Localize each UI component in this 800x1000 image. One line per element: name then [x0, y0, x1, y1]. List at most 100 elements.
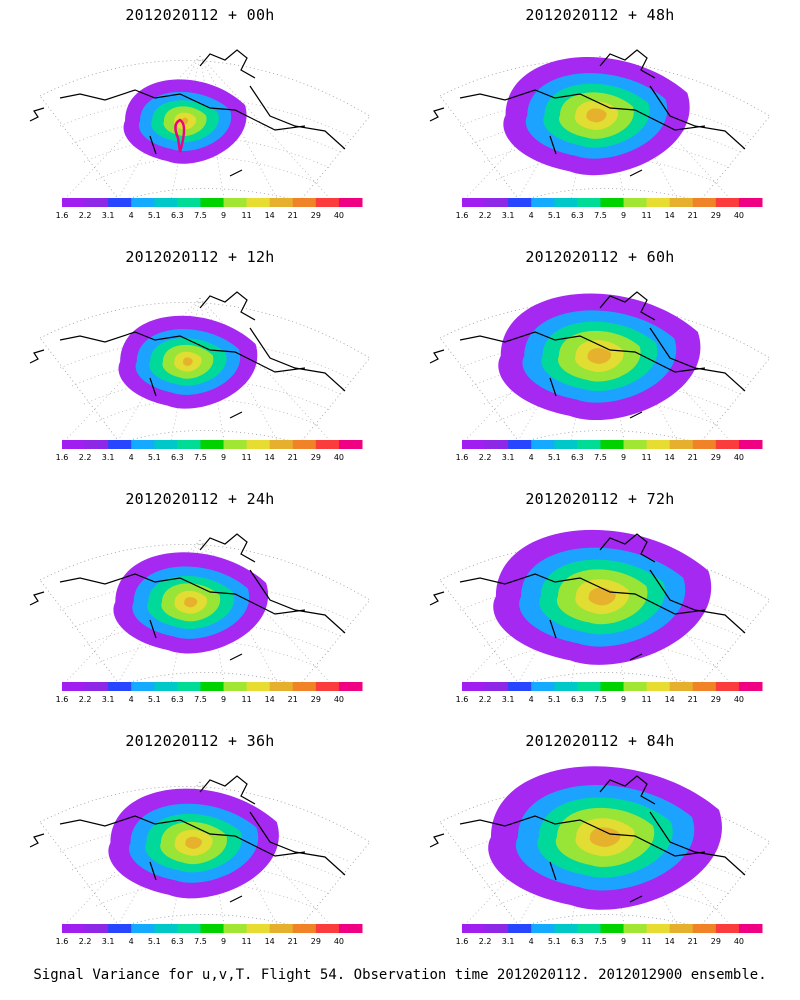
- colorbar-swatch: [600, 440, 625, 449]
- variance-map: [429, 766, 771, 931]
- variance-contour-fill: [184, 597, 198, 608]
- colorbar-swatch: [692, 440, 717, 449]
- colorbar-tick-label: 5.1: [147, 695, 161, 704]
- colorbar-swatch: [223, 682, 248, 691]
- colorbar-tick-label: 9: [620, 211, 627, 220]
- colorbar-tick-label: 1.6: [455, 453, 469, 462]
- colorbar-tick-label: 4: [528, 211, 534, 220]
- colorbar-tick-label: 29: [310, 695, 321, 704]
- colorbar-swatch: [62, 924, 86, 933]
- colorbar-swatch: [646, 682, 671, 691]
- colorbar-swatch: [485, 440, 509, 449]
- colorbar-tick-label: 5.1: [547, 937, 561, 946]
- colorbar-swatch: [577, 440, 601, 449]
- colorbar-swatch: [269, 440, 294, 449]
- colorbar-swatch: [554, 924, 578, 933]
- colorbar-tick-label: 14: [264, 937, 275, 946]
- colorbar-swatch: [669, 440, 694, 449]
- colorbar-swatch: [292, 440, 317, 449]
- graticule-line: [199, 55, 336, 205]
- colorbar-tick-label: 6.3: [571, 937, 584, 946]
- colorbar-tick-label: 6.3: [571, 453, 584, 462]
- colorbar-tick-label: 7.5: [594, 695, 607, 704]
- colorbar-swatch: [269, 198, 294, 207]
- colorbar-tick-label: 6.3: [171, 211, 184, 220]
- colorbar-tick-label: 1.6: [455, 937, 469, 946]
- colorbar-swatch: [531, 682, 555, 691]
- colorbar-swatch: [692, 198, 717, 207]
- colorbar-swatch: [531, 924, 555, 933]
- graticule-line: [495, 398, 721, 427]
- variance-map: [29, 291, 371, 447]
- colorbar-swatch: [85, 440, 109, 449]
- colorbar-swatch: [600, 924, 625, 933]
- colorbar-tick-label: 6.3: [171, 937, 184, 946]
- colorbar-swatch: [177, 440, 201, 449]
- colorbar-tick-label: 1.6: [55, 211, 69, 220]
- map-panel: 2012020112 + 00h 1.6 2.2 3.1 4 5.1 6.3 7.5 9 11 14…: [0, 0, 400, 242]
- graticule-line: [495, 156, 721, 185]
- colorbar-tick-label: 11: [241, 937, 252, 946]
- colorbar-tick-label: 29: [710, 695, 721, 704]
- colorbar-swatch: [462, 198, 486, 207]
- colorbar-swatch: [715, 924, 740, 933]
- colorbar-swatch: [223, 198, 248, 207]
- colorbar-tick-label: 11: [241, 211, 252, 220]
- colorbar-swatch: [338, 198, 363, 207]
- colorbar-swatch: [246, 198, 271, 207]
- colorbar-tick-label: 40: [733, 211, 745, 220]
- graticule-line: [95, 156, 321, 185]
- colorbar-tick-label: 9: [220, 453, 227, 462]
- colorbar-swatch: [131, 682, 155, 691]
- colorbar-swatch: [200, 924, 225, 933]
- colorbar-swatch: [154, 924, 178, 933]
- colorbar-swatch: [246, 682, 271, 691]
- colorbar-tick-label: 4: [128, 695, 134, 704]
- panel-title: 2012020112 + 48h: [525, 6, 675, 24]
- colorbar-swatch: [223, 924, 248, 933]
- map-panel: 2012020112 + 72h 1.6 2.2 3.1 4 5.1 6.3 7.5 9 11 14…: [400, 484, 800, 726]
- colorbar-swatch: [315, 440, 340, 449]
- panel-title: 2012020112 + 84h: [525, 732, 675, 750]
- colorbar-swatch: [154, 440, 178, 449]
- colorbar-tick-label: 9: [220, 695, 227, 704]
- variance-map: [29, 775, 371, 931]
- colorbar-swatch: [508, 198, 532, 207]
- colorbar-swatch: [738, 924, 763, 933]
- panel-title: 2012020112 + 12h: [125, 248, 275, 266]
- colorbar-swatch: [485, 924, 509, 933]
- colorbar-swatch: [485, 682, 509, 691]
- colorbar-tick-label: 40: [333, 937, 345, 946]
- colorbar-tick-label: 2.2: [478, 453, 492, 462]
- colorbar-swatch: [108, 682, 132, 691]
- colorbar-swatch: [462, 682, 486, 691]
- colorbar-tick-label: 3.1: [501, 937, 515, 946]
- colorbar-swatch: [554, 682, 578, 691]
- colorbar-tick-label: 4: [528, 453, 534, 462]
- colorbar-tick-label: 29: [710, 937, 721, 946]
- colorbar-tick-label: 40: [733, 695, 745, 704]
- colorbar-swatch: [554, 198, 578, 207]
- colorbar-tick-label: 29: [710, 453, 721, 462]
- graticule-line: [199, 297, 336, 447]
- graticule-line: [495, 882, 721, 911]
- colorbar-swatch: [338, 682, 363, 691]
- colorbar-tick-label: 21: [687, 937, 698, 946]
- variance-contour-fill: [185, 836, 202, 849]
- colorbar-tick-label: 7.5: [194, 453, 207, 462]
- colorbar-tick-label: 7.5: [194, 937, 207, 946]
- colorbar-tick-label: 11: [241, 453, 252, 462]
- colorbar-swatch: [577, 924, 601, 933]
- variance-peak-contour: [174, 118, 186, 153]
- colorbar-tick-label: 9: [620, 937, 627, 946]
- colorbar-swatch: [692, 682, 717, 691]
- colorbar-tick-label: 1.6: [55, 695, 69, 704]
- colorbar-tick-label: 21: [287, 937, 298, 946]
- panel-title: 2012020112 + 72h: [525, 490, 675, 508]
- colorbar-tick-label: 29: [310, 937, 321, 946]
- panel-title: 2012020112 + 24h: [125, 490, 275, 508]
- colorbar-tick-label: 3.1: [501, 211, 515, 220]
- coastline: [429, 49, 746, 177]
- colorbar-swatch: [177, 198, 201, 207]
- colorbar-swatch: [715, 440, 740, 449]
